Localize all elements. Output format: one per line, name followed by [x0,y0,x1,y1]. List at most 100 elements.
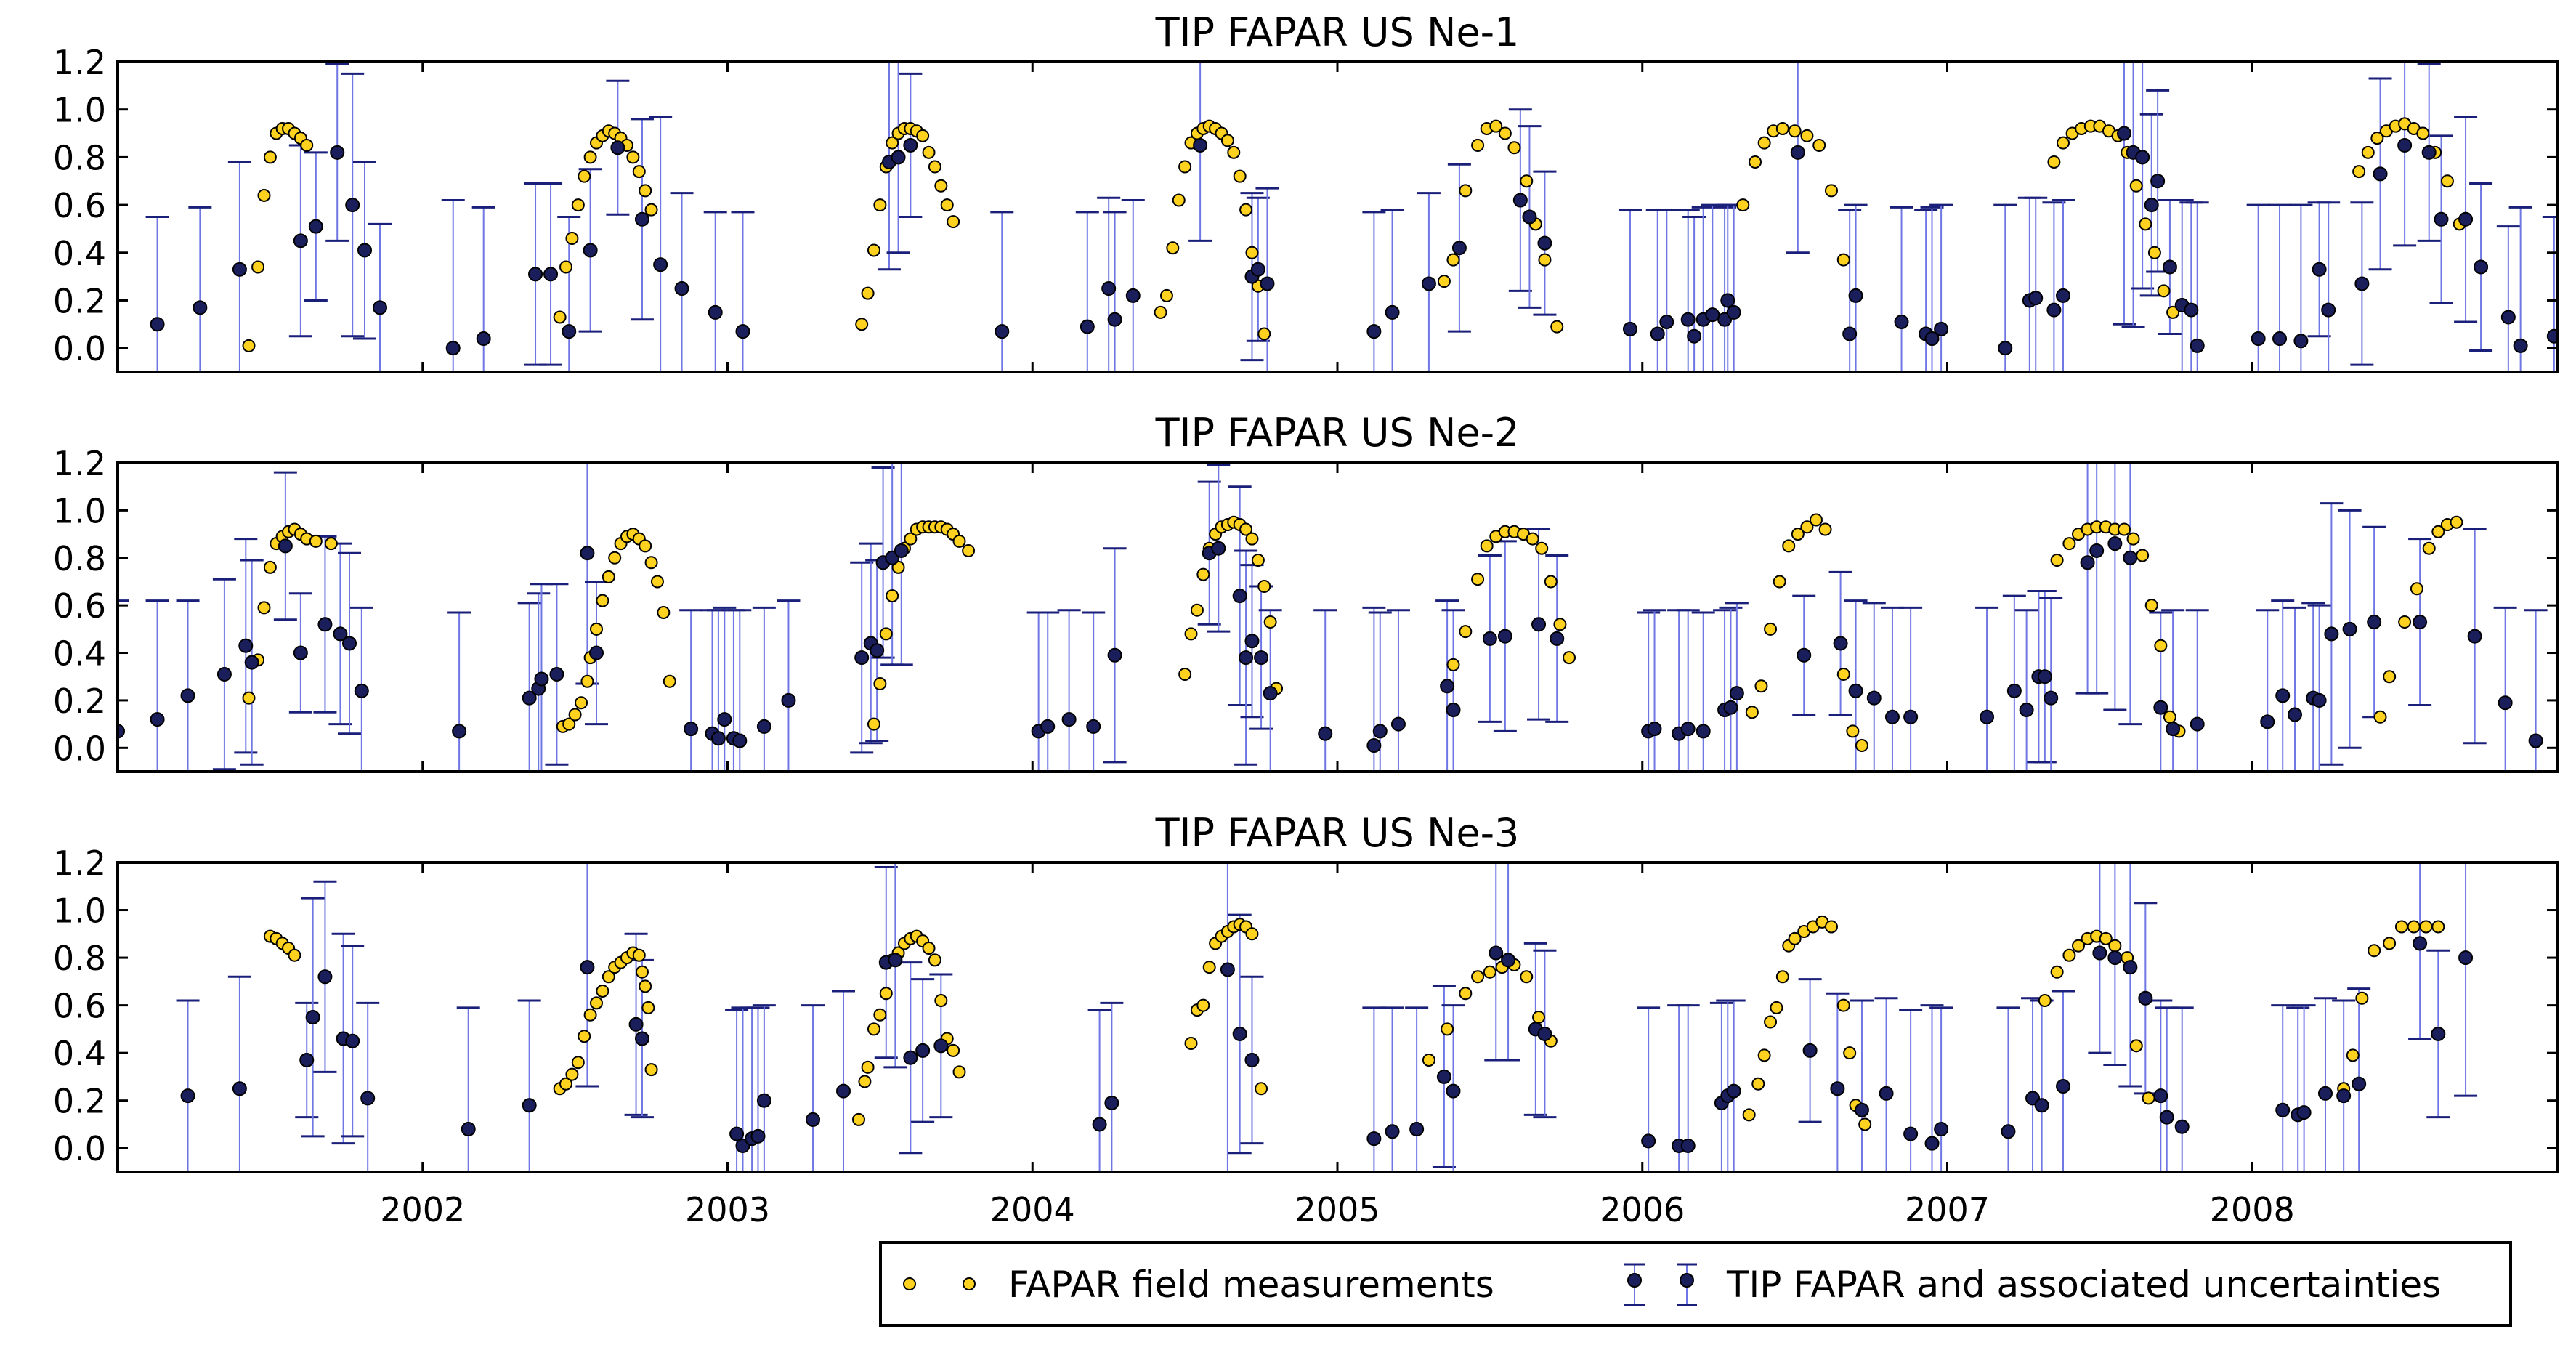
field-point [590,996,604,1010]
tip-point [1318,726,1333,741]
tip-point [1934,1122,1949,1137]
tip-point [2434,211,2449,227]
field-point [1757,136,1771,150]
tip-point [729,1126,745,1141]
field-point [1245,927,1259,941]
tip-point [1440,679,1455,694]
field-point [2057,136,2070,150]
tip-point [610,140,625,155]
field-series [263,915,2445,1131]
field-point [2117,522,2131,536]
tip-point [1232,1026,1247,1041]
plot-area [118,463,2548,772]
tip-point [180,1088,195,1104]
panel-ne-3: TIP FAPAR US Ne-3 0.0 0.2 0.4 0.6 0.8 1.0 1.2 20… [53,810,2559,1229]
field-point [590,622,604,636]
tip-point [1250,262,1265,277]
field-point [596,984,609,998]
tip-point [1729,686,1744,701]
tip-point [1647,722,1662,737]
field-point [1184,1037,1198,1051]
tip-point [1061,712,1077,727]
field-point [867,243,880,257]
tip-point [2296,1105,2312,1120]
tip-point [2324,626,2339,642]
tip-point [1537,235,1552,251]
field-point [1441,1022,1454,1036]
field-point [904,532,918,546]
tip-point [2336,1088,2352,1104]
tip-point [562,324,577,339]
tip-point [2431,1026,2446,1041]
field-point [639,184,652,198]
field-point [1810,513,1823,527]
tip-point [2107,950,2123,966]
tip-point [634,1031,649,1046]
tip-point [2006,683,2022,698]
field-point [1190,603,1204,617]
field-point [1154,305,1167,319]
field-point [257,601,271,615]
field-point [1437,275,1451,288]
tip-point [1531,617,1547,632]
tip-point [372,300,387,315]
field-point [2071,939,2085,953]
field-point [952,1065,966,1079]
tip-point [150,712,165,727]
tip-point [2044,690,2059,706]
tip-point [461,1122,476,1137]
plot-area [176,862,2478,1172]
field-point [1263,615,1277,629]
legend-tip-marker [1680,1273,1694,1288]
tip-point [232,1081,247,1096]
tip-point [1833,636,1848,651]
y-tick-label: 0.6 [53,987,106,1026]
tip-point [781,692,796,708]
tip-point [549,666,564,682]
tip-point [1903,709,1919,724]
field-point [602,570,615,583]
field-point [2355,991,2369,1005]
field-point [1498,126,1512,140]
field-point [1535,541,1549,555]
tip-point [1390,716,1406,732]
tip-point [653,257,668,272]
field-point [242,339,256,352]
tip-point [1482,631,1497,646]
tip-point [354,683,369,698]
tip-point [2397,137,2413,153]
field-point [922,941,936,955]
tip-point [1830,1081,1845,1096]
tip-point [1641,1133,1656,1149]
field-point [2147,246,2161,259]
field-point [1818,522,1832,536]
field-point [2129,1039,2143,1053]
field-point [1178,160,1192,174]
field-point [639,979,652,993]
tip-point [2028,291,2044,306]
tip-point [1842,326,1858,341]
tip-point [2288,707,2303,722]
field-point [1824,184,1838,198]
y-tick-label: 0.4 [53,234,106,273]
field-point [1550,320,1564,334]
tip-point [1879,1086,1894,1101]
tip-point [2458,211,2474,227]
field-point [632,948,646,962]
field-point [1489,119,1503,133]
tip-point [193,300,208,315]
field-point [1836,998,1850,1012]
tip-point [305,1010,320,1024]
field-point [1239,203,1253,217]
tip-point [2528,733,2543,748]
field-point [1520,970,1534,984]
field-point [1745,706,1759,719]
tip-point [2498,695,2513,711]
field-point [1196,567,1210,581]
tip-point [2166,722,2181,737]
field-point [2157,284,2171,298]
y-tick-label: 0.0 [53,329,106,368]
tip-point [1232,589,1247,604]
chart-legend: FAPAR field measurements TIP FAPAR and a… [879,1241,2512,1327]
field-point [873,677,887,691]
